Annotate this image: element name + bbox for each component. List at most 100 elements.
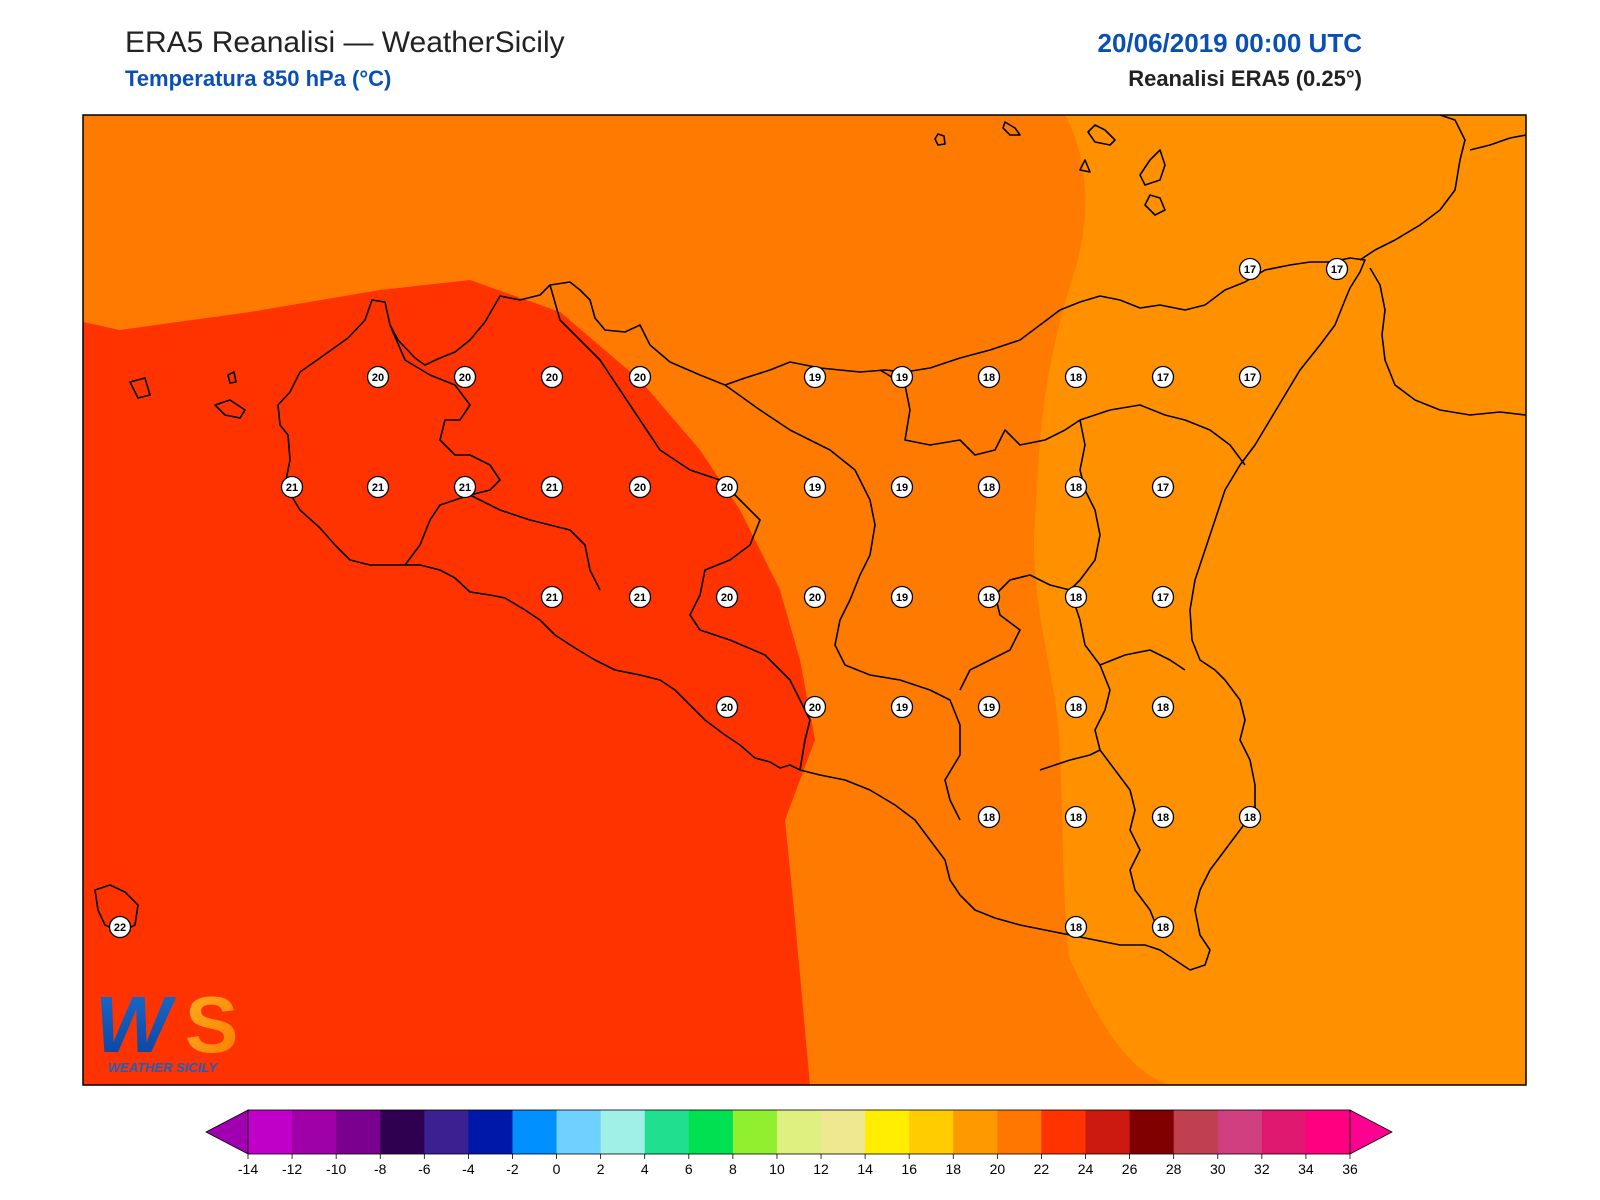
logo-tagline: WEATHER SICILY — [108, 1060, 219, 1075]
colorbar-segment — [336, 1110, 381, 1154]
colorbar-segment — [468, 1110, 513, 1154]
colorbar-segment — [248, 1110, 293, 1154]
colorbar-segment — [1041, 1110, 1087, 1154]
colorbar-segment — [865, 1110, 910, 1154]
station-circle — [453, 475, 477, 499]
station-marker: 20 — [715, 695, 739, 719]
colorbar-segment — [997, 1110, 1042, 1154]
colorbar-tick-label: 36 — [1342, 1161, 1358, 1177]
colorbar-tick-label: 22 — [1034, 1161, 1050, 1177]
station-marker: 21 — [453, 475, 477, 499]
station-value: 20 — [721, 592, 733, 604]
station-circle — [108, 915, 132, 939]
station-value: 21 — [546, 482, 558, 494]
station-value: 19 — [896, 592, 908, 604]
station-circle — [1064, 805, 1088, 829]
logo-s-letter: S — [185, 980, 238, 1069]
colorbar-tick-label: 6 — [685, 1161, 693, 1177]
station-value: 18 — [983, 812, 995, 824]
colorbar-low-cap — [205, 1109, 249, 1155]
colorbar-high-cap — [1349, 1109, 1393, 1155]
station-circle — [977, 695, 1001, 719]
station-circle — [977, 585, 1001, 609]
station-circle — [890, 695, 914, 719]
station-value: 20 — [546, 372, 558, 384]
station-circle — [540, 475, 564, 499]
station-value: 19 — [896, 702, 908, 714]
colorbar-tick-label: -10 — [326, 1161, 346, 1177]
colorbar-segment — [821, 1110, 866, 1154]
colorbar-tick-label: -14 — [238, 1161, 258, 1177]
colorbar-tick-label: 34 — [1298, 1161, 1314, 1177]
station-value: 19 — [983, 702, 995, 714]
station-circle — [1151, 695, 1175, 719]
colorbar-tick-label: -6 — [418, 1161, 431, 1177]
station-marker: 20 — [803, 695, 827, 719]
station-value: 21 — [372, 482, 384, 494]
station-circle — [280, 475, 304, 499]
station-value: 18 — [1070, 482, 1082, 494]
station-circle — [890, 585, 914, 609]
station-circle — [1064, 695, 1088, 719]
station-value: 20 — [809, 702, 821, 714]
station-value: 21 — [459, 482, 471, 494]
station-marker: 18 — [1064, 475, 1088, 499]
station-marker: 18 — [1238, 805, 1262, 829]
station-circle — [540, 365, 564, 389]
map-frame — [82, 114, 1527, 1086]
station-value: 18 — [1070, 372, 1082, 384]
colorbar-tick-label: 8 — [729, 1161, 737, 1177]
station-value: 18 — [1070, 702, 1082, 714]
colorbar-tick-label: -8 — [374, 1161, 387, 1177]
station-marker: 18 — [1064, 805, 1088, 829]
colorbar-tick-label: 16 — [901, 1161, 917, 1177]
station-marker: 20 — [715, 475, 739, 499]
station-circle — [1151, 915, 1175, 939]
station-value: 17 — [1244, 372, 1256, 384]
logo-w-letter: W — [95, 980, 177, 1069]
colorbar-segment — [1217, 1110, 1263, 1154]
station-marker: 20 — [715, 585, 739, 609]
colorbar-segment — [292, 1110, 337, 1154]
station-value: 20 — [459, 372, 471, 384]
colorbar-segment — [512, 1110, 558, 1154]
station-marker: 20 — [803, 585, 827, 609]
station-circle — [715, 475, 739, 499]
colorbar: -14 -12 -10 -8 -6 -4 -2 0 2 4 6 8 10 12 14 16 18 20 22 24 26… — [205, 1109, 1393, 1177]
station-value: 20 — [634, 372, 646, 384]
station-marker: 19 — [803, 475, 827, 499]
station-marker: 22 — [108, 915, 132, 939]
station-marker: 21 — [628, 585, 652, 609]
station-circle — [803, 585, 827, 609]
station-value: 18 — [983, 372, 995, 384]
station-value: 19 — [896, 372, 908, 384]
colorbar-segment — [688, 1110, 734, 1154]
coastline — [94, 114, 1527, 971]
station-marker: 18 — [977, 365, 1001, 389]
colorbar-tick-label: 18 — [945, 1161, 961, 1177]
station-marker: 21 — [540, 585, 564, 609]
colorbar-tick-label: 10 — [769, 1161, 785, 1177]
colorbar-tick-label: 24 — [1078, 1161, 1094, 1177]
station-value: 21 — [546, 592, 558, 604]
station-value: 18 — [1157, 702, 1169, 714]
station-circle — [366, 365, 390, 389]
station-circle — [1238, 805, 1262, 829]
colorbar-tick-label: 0 — [553, 1161, 561, 1177]
data-source: Reanalisi ERA5 (0.25°) — [1128, 66, 1362, 91]
station-value: 17 — [1157, 592, 1169, 604]
valid-datetime: 20/06/2019 00:00 UTC — [1097, 28, 1362, 58]
station-value: 17 — [1244, 264, 1256, 276]
colorbar-tick-label: -12 — [282, 1161, 302, 1177]
station-value: 17 — [1331, 264, 1343, 276]
station-circle — [1064, 915, 1088, 939]
station-value: 18 — [1244, 812, 1256, 824]
colorbar-tick-label: 20 — [990, 1161, 1006, 1177]
station-circle — [977, 475, 1001, 499]
zone-16-18 — [1034, 115, 1526, 1085]
station-circle — [803, 365, 827, 389]
station-circle — [1064, 585, 1088, 609]
station-circle — [1325, 257, 1349, 281]
station-marker: 18 — [1151, 805, 1175, 829]
station-circle — [1064, 475, 1088, 499]
